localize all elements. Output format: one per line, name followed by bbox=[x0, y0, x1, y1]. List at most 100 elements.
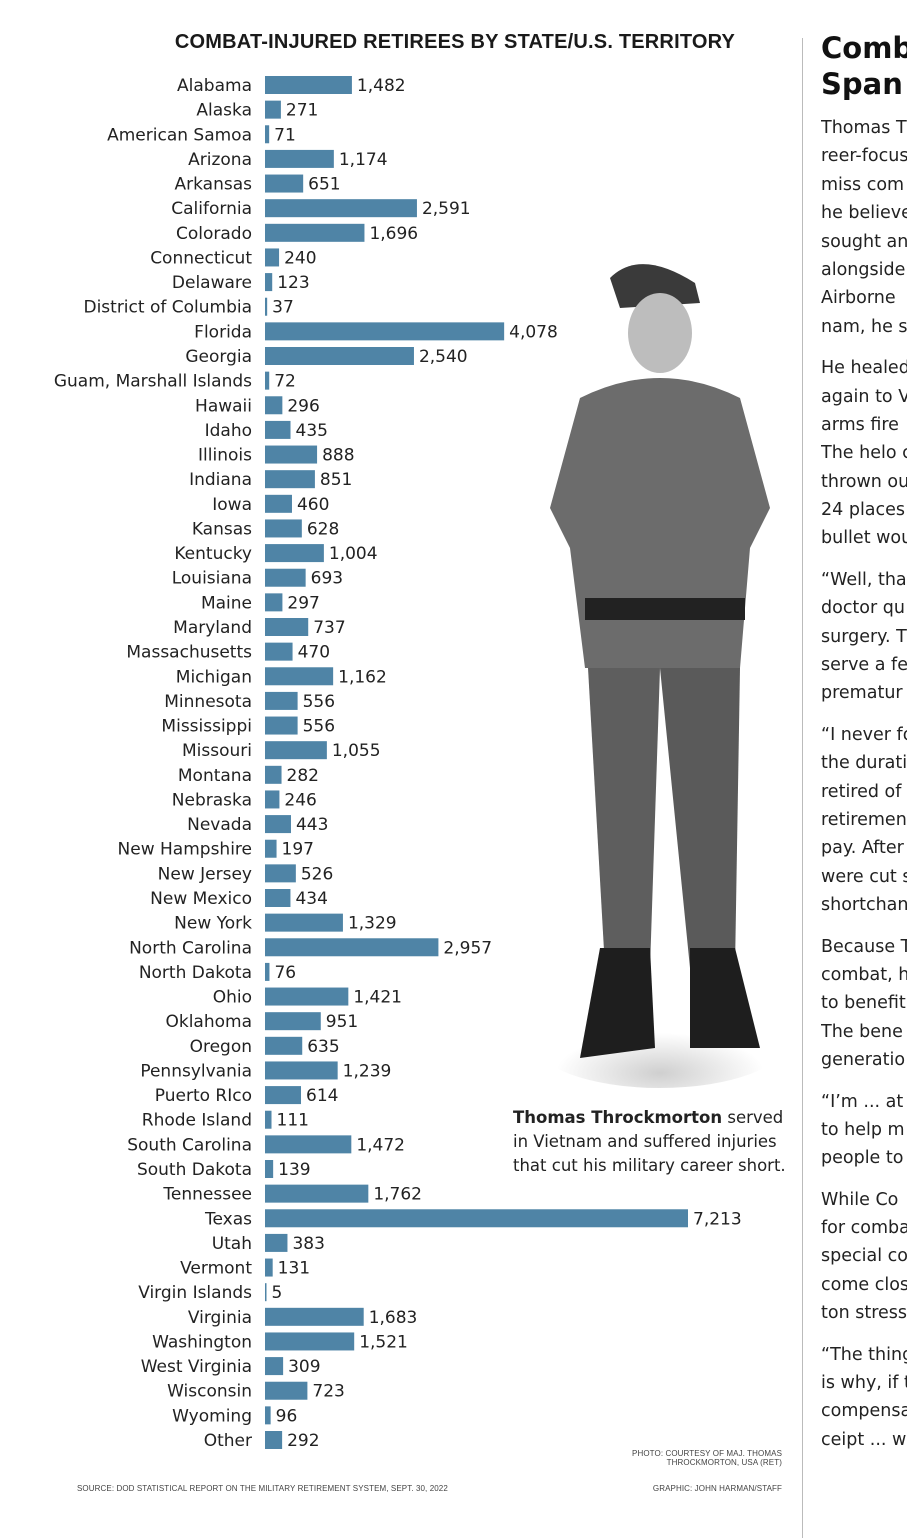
category-label: Maine bbox=[201, 593, 252, 613]
value-label: 628 bbox=[307, 519, 339, 539]
paragraph-line: ton stress bbox=[821, 1303, 907, 1324]
category-label: Delaware bbox=[172, 273, 252, 293]
category-label: New Jersey bbox=[158, 864, 252, 884]
paragraph-line: shortchan bbox=[821, 895, 907, 916]
category-label: Wisconsin bbox=[167, 1382, 252, 1402]
paragraph-line: He healed bbox=[821, 358, 907, 379]
category-label: Connecticut bbox=[150, 248, 252, 268]
photo-credit-line: PHOTO: COURTESY OF MAJ. THOMAS bbox=[632, 1449, 782, 1458]
value-label: 7,213 bbox=[693, 1209, 742, 1229]
paragraph-line: were cut s bbox=[821, 866, 907, 887]
category-label: Alabama bbox=[177, 76, 252, 96]
value-label: 282 bbox=[287, 766, 319, 786]
category-label: District of Columbia bbox=[83, 298, 252, 318]
bar bbox=[265, 741, 327, 760]
graphic-credit: GRAPHIC: JOHN HARMAN/STAFF bbox=[652, 1484, 782, 1493]
bar bbox=[265, 199, 417, 218]
category-label: Virginia bbox=[188, 1308, 252, 1328]
value-label: 2,957 bbox=[443, 938, 492, 958]
category-label: Montana bbox=[178, 766, 252, 786]
paragraph-line: reer-focus bbox=[821, 146, 907, 167]
value-label: 1,174 bbox=[339, 150, 388, 170]
paragraph-line: for comba bbox=[821, 1218, 907, 1239]
bar bbox=[265, 1110, 272, 1129]
value-label: 197 bbox=[282, 840, 314, 860]
bar bbox=[265, 815, 291, 834]
category-label: Utah bbox=[212, 1234, 252, 1254]
value-label: 96 bbox=[276, 1406, 298, 1426]
paragraph-line: “Well, tha bbox=[821, 569, 907, 590]
value-label: 1,329 bbox=[348, 914, 397, 934]
category-label: Oregon bbox=[190, 1037, 252, 1057]
category-label: California bbox=[171, 199, 252, 219]
paragraph-line: bullet wou bbox=[821, 528, 907, 549]
category-label: West Virginia bbox=[141, 1357, 252, 1377]
paragraph-line: alongside bbox=[821, 259, 906, 280]
paragraph-line: pay. After bbox=[821, 838, 904, 859]
paragraph-line: special co bbox=[821, 1246, 907, 1267]
bar bbox=[265, 1307, 364, 1326]
paragraph-line: Airborne bbox=[821, 288, 896, 309]
bar bbox=[265, 248, 280, 267]
category-label: Kentucky bbox=[174, 544, 252, 564]
bar bbox=[265, 1258, 273, 1277]
category-label: North Dakota bbox=[139, 963, 252, 983]
bar bbox=[265, 1135, 352, 1154]
bar bbox=[265, 322, 505, 341]
bar bbox=[265, 297, 268, 316]
bar bbox=[265, 347, 414, 365]
paragraph-line: doctor qu bbox=[821, 598, 905, 619]
bar bbox=[265, 174, 304, 193]
value-label: 1,004 bbox=[329, 544, 378, 564]
paragraph-line: come clos bbox=[821, 1274, 907, 1295]
paragraph-line: The bene bbox=[821, 1021, 903, 1042]
bar bbox=[265, 1357, 284, 1376]
paragraph-line: The helo c bbox=[821, 443, 907, 464]
article-headline: CombaSpan C bbox=[821, 30, 907, 102]
chart-title-text: COMBAT-INJURED RETIREES BY STATE/U.S. TE… bbox=[174, 31, 736, 53]
paragraph-line: surgery. T bbox=[821, 626, 907, 647]
source-note: SOURCE: DOD STATISTICAL REPORT ON THE MI… bbox=[77, 1484, 448, 1493]
bar bbox=[265, 544, 324, 563]
paragraph-line: to help m bbox=[821, 1119, 905, 1140]
value-label: 111 bbox=[277, 1111, 309, 1131]
value-label: 737 bbox=[313, 618, 345, 638]
category-label: Pennsylvania bbox=[140, 1061, 252, 1081]
category-label: New York bbox=[174, 914, 252, 934]
bar bbox=[265, 76, 352, 94]
paragraph-line: thrown ou bbox=[821, 471, 907, 492]
paragraph-line: generatio bbox=[821, 1050, 906, 1071]
paragraph-line: Because T bbox=[821, 936, 907, 957]
bar bbox=[265, 396, 283, 415]
bar bbox=[265, 667, 334, 686]
category-label: Vermont bbox=[180, 1259, 252, 1279]
paragraph-line: serve a fe bbox=[821, 655, 907, 676]
value-label: 460 bbox=[297, 495, 329, 515]
value-label: 72 bbox=[274, 372, 296, 392]
paragraph-line: combat, h bbox=[821, 964, 907, 985]
category-label: Maryland bbox=[173, 618, 252, 638]
category-label: Mississippi bbox=[161, 717, 252, 737]
paragraph-line: the durati bbox=[821, 753, 907, 774]
bar bbox=[265, 568, 306, 587]
value-label: 556 bbox=[303, 692, 335, 712]
value-label: 1,521 bbox=[359, 1332, 408, 1352]
value-label: 851 bbox=[320, 470, 352, 490]
category-label: Missouri bbox=[182, 741, 252, 761]
headline-line: Span C bbox=[821, 67, 907, 101]
bar bbox=[265, 1061, 338, 1080]
paragraph-line: retired of bbox=[821, 781, 902, 802]
category-label: Hawaii bbox=[195, 396, 252, 416]
category-label: Iowa bbox=[212, 495, 252, 515]
bar bbox=[265, 125, 270, 144]
category-label: Colorado bbox=[176, 224, 252, 244]
bar bbox=[265, 1233, 288, 1252]
bar bbox=[265, 716, 298, 735]
paragraph-line: people to bbox=[821, 1148, 904, 1169]
category-label: Washington bbox=[152, 1332, 252, 1352]
article-paragraph: While Co for comba special co come clos ton … bbox=[821, 1186, 907, 1328]
paragraph-line: “I’m ... at t bbox=[821, 1091, 907, 1112]
caption-name: Thomas Throckmorton bbox=[513, 1108, 723, 1127]
value-label: 651 bbox=[308, 175, 340, 195]
value-label: 526 bbox=[301, 864, 333, 884]
